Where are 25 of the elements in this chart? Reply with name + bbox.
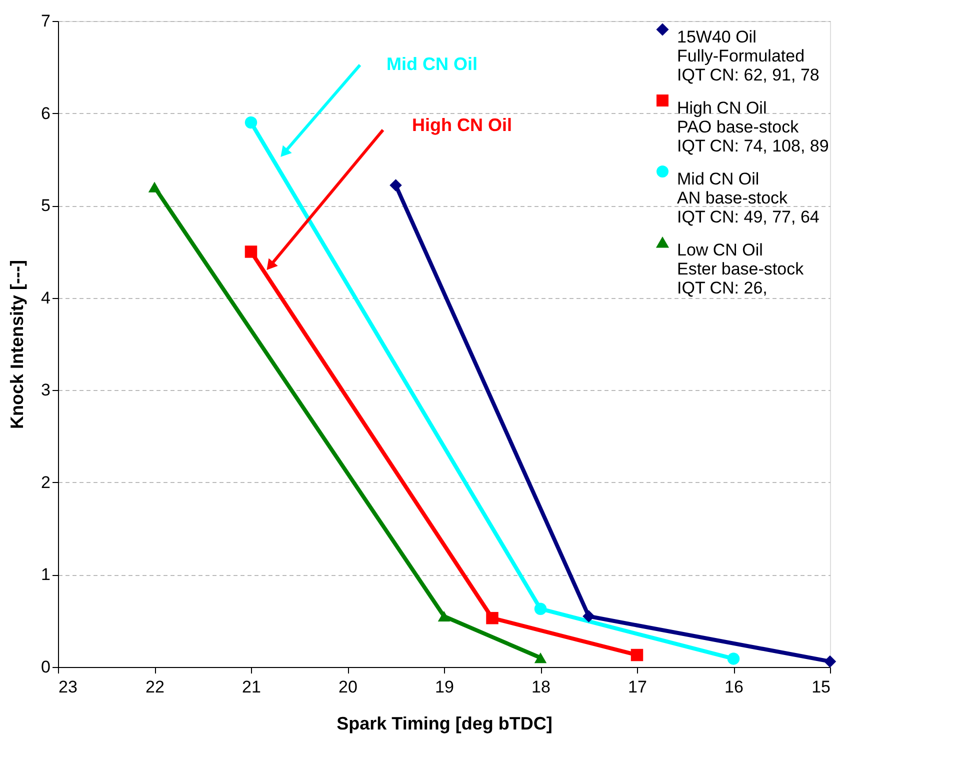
x-tick-label: 20 xyxy=(338,678,358,696)
x-tick-label: 15 xyxy=(812,678,830,696)
x-tick-label: 18 xyxy=(532,678,550,696)
x-axis-title: Spark Timing [deg bTDC] xyxy=(336,714,552,734)
y-tick-label: 6 xyxy=(41,104,50,123)
y-tick-label: 3 xyxy=(41,380,50,400)
y-axis-title: Knock Intensity [---] xyxy=(7,260,28,429)
legend-label: Low CN Oil Ester base-stock IQT CN: 26, xyxy=(677,240,804,298)
x-tick-label: 23 xyxy=(58,678,78,696)
y-tick-label: 2 xyxy=(41,472,50,492)
annotation: Mid CN Oil xyxy=(386,54,478,74)
y-tick-label: 5 xyxy=(41,196,50,216)
annotation: High CN Oil xyxy=(412,115,512,135)
x-tick-label: 21 xyxy=(242,678,261,696)
legend-label: 15W40 Oil Fully-Formulated IQT CN: 62, 91, 78 xyxy=(677,28,820,84)
legend-label: High CN Oil PAO base-stock IQT CN: 74, 108, 89 xyxy=(677,98,829,156)
x-tick-label: 16 xyxy=(724,678,744,696)
x-tick-label: 19 xyxy=(435,678,454,696)
y-tick-label: 4 xyxy=(41,288,50,308)
x-tick-label: 17 xyxy=(628,678,647,696)
y-tick-label: 0 xyxy=(41,658,50,676)
y-tick-label: 7 xyxy=(41,12,50,30)
y-tick-label: 1 xyxy=(41,565,50,584)
legend-label: Mid CN Oil AN base-stock IQT CN: 49, 77, 64 xyxy=(677,170,820,226)
x-tick-label: 22 xyxy=(146,678,164,696)
